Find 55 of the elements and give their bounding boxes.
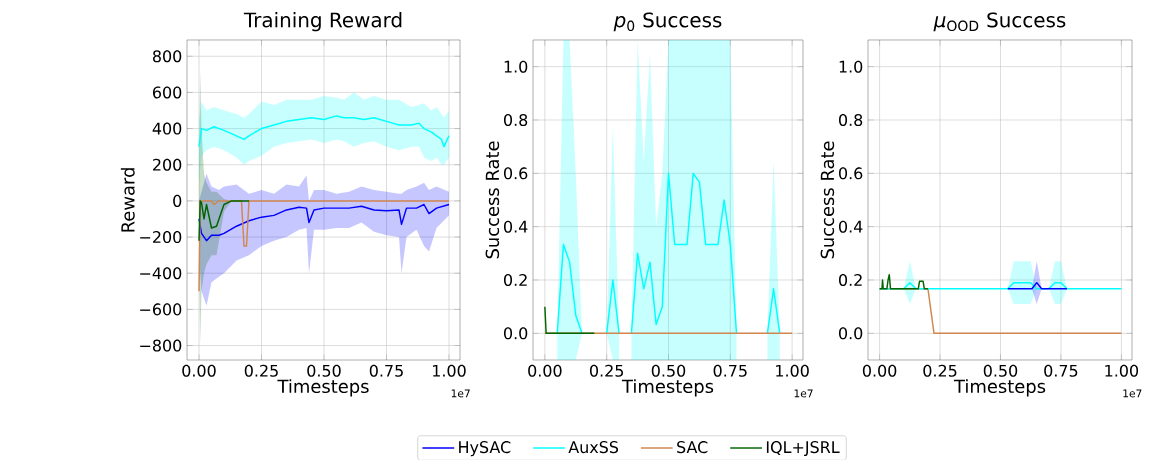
y-tick-label: 0.0: [504, 327, 528, 340]
text: 1e7: [794, 389, 813, 398]
line-series: [198, 200, 450, 293]
text: 1e7: [451, 389, 470, 398]
x-tick-label: 0.50: [983, 364, 1018, 377]
x-axis-title: Timesteps: [953, 379, 1046, 397]
x-tick-label: 1.00: [776, 364, 809, 377]
y-tick-label: 0: [173, 194, 182, 207]
y-tick-label: 400: [152, 122, 182, 135]
y-tick-label: −800: [140, 339, 182, 352]
x-axis-title: Timesteps: [277, 379, 369, 397]
x-tick-label: 0.25: [923, 364, 957, 377]
line-series: [198, 200, 250, 242]
y-tick-label: 0.6: [839, 167, 863, 180]
x-tick-label: 0.50: [307, 364, 341, 377]
y-tick-label: −600: [140, 303, 182, 316]
chart-title: p$_{0}$ Success: [613, 12, 722, 32]
y-tick-label: 1.0: [839, 60, 863, 73]
x-tick-label: 0.75: [1044, 364, 1078, 377]
y-tick-label: −400: [140, 267, 182, 280]
legend-label: HySAC: [459, 441, 511, 457]
legend-label: AuxSS: [568, 441, 619, 454]
legend-label: SAC: [677, 441, 708, 454]
y-tick-label: 1.0: [504, 60, 528, 73]
y-tick-label: −200: [140, 231, 182, 244]
y-tick-label: 0.2: [839, 273, 862, 287]
chart-title: Training Reward: [243, 12, 402, 32]
x-tick-label: 0.50: [651, 364, 686, 377]
legend-label: IQL+JSRL: [766, 441, 840, 457]
text: 1e7: [1123, 389, 1142, 398]
y-tick-label: 0.2: [504, 273, 527, 287]
y-axis-title: Success Rate: [485, 141, 500, 259]
y-tick-label: 0.6: [504, 167, 528, 180]
x-tick-label: 0.00: [528, 364, 562, 377]
x-tick-label: 0.25: [589, 364, 624, 377]
x-axis-title: Timesteps: [621, 379, 714, 397]
y-tick-label: 600: [152, 86, 182, 99]
y-tick-label: 0.4: [839, 220, 863, 233]
x-tick-label: 0.00: [182, 364, 216, 377]
x-tick-label: 0.75: [369, 364, 403, 377]
y-tick-label: 0.4: [504, 220, 528, 233]
chart-title: μ$_{OOD}$ Success: [933, 12, 1066, 32]
x-tick-label: 0.25: [244, 364, 278, 377]
y-tick-label: 0.0: [839, 327, 863, 340]
y-tick-label: 200: [153, 158, 182, 171]
y-tick-label: 800: [152, 50, 182, 63]
y-tick-label: 0.8: [839, 113, 863, 127]
y-axis-title: Reward: [120, 168, 135, 232]
x-tick-label: 0.00: [862, 364, 897, 377]
x-tick-label: 0.75: [713, 364, 747, 377]
x-tick-label: 1.00: [433, 364, 466, 377]
y-axis-title: Success Rate: [820, 141, 835, 259]
y-tick-label: 0.8: [504, 113, 528, 127]
line-series: [878, 273, 929, 290]
x-tick-label: 1.00: [1105, 364, 1139, 377]
